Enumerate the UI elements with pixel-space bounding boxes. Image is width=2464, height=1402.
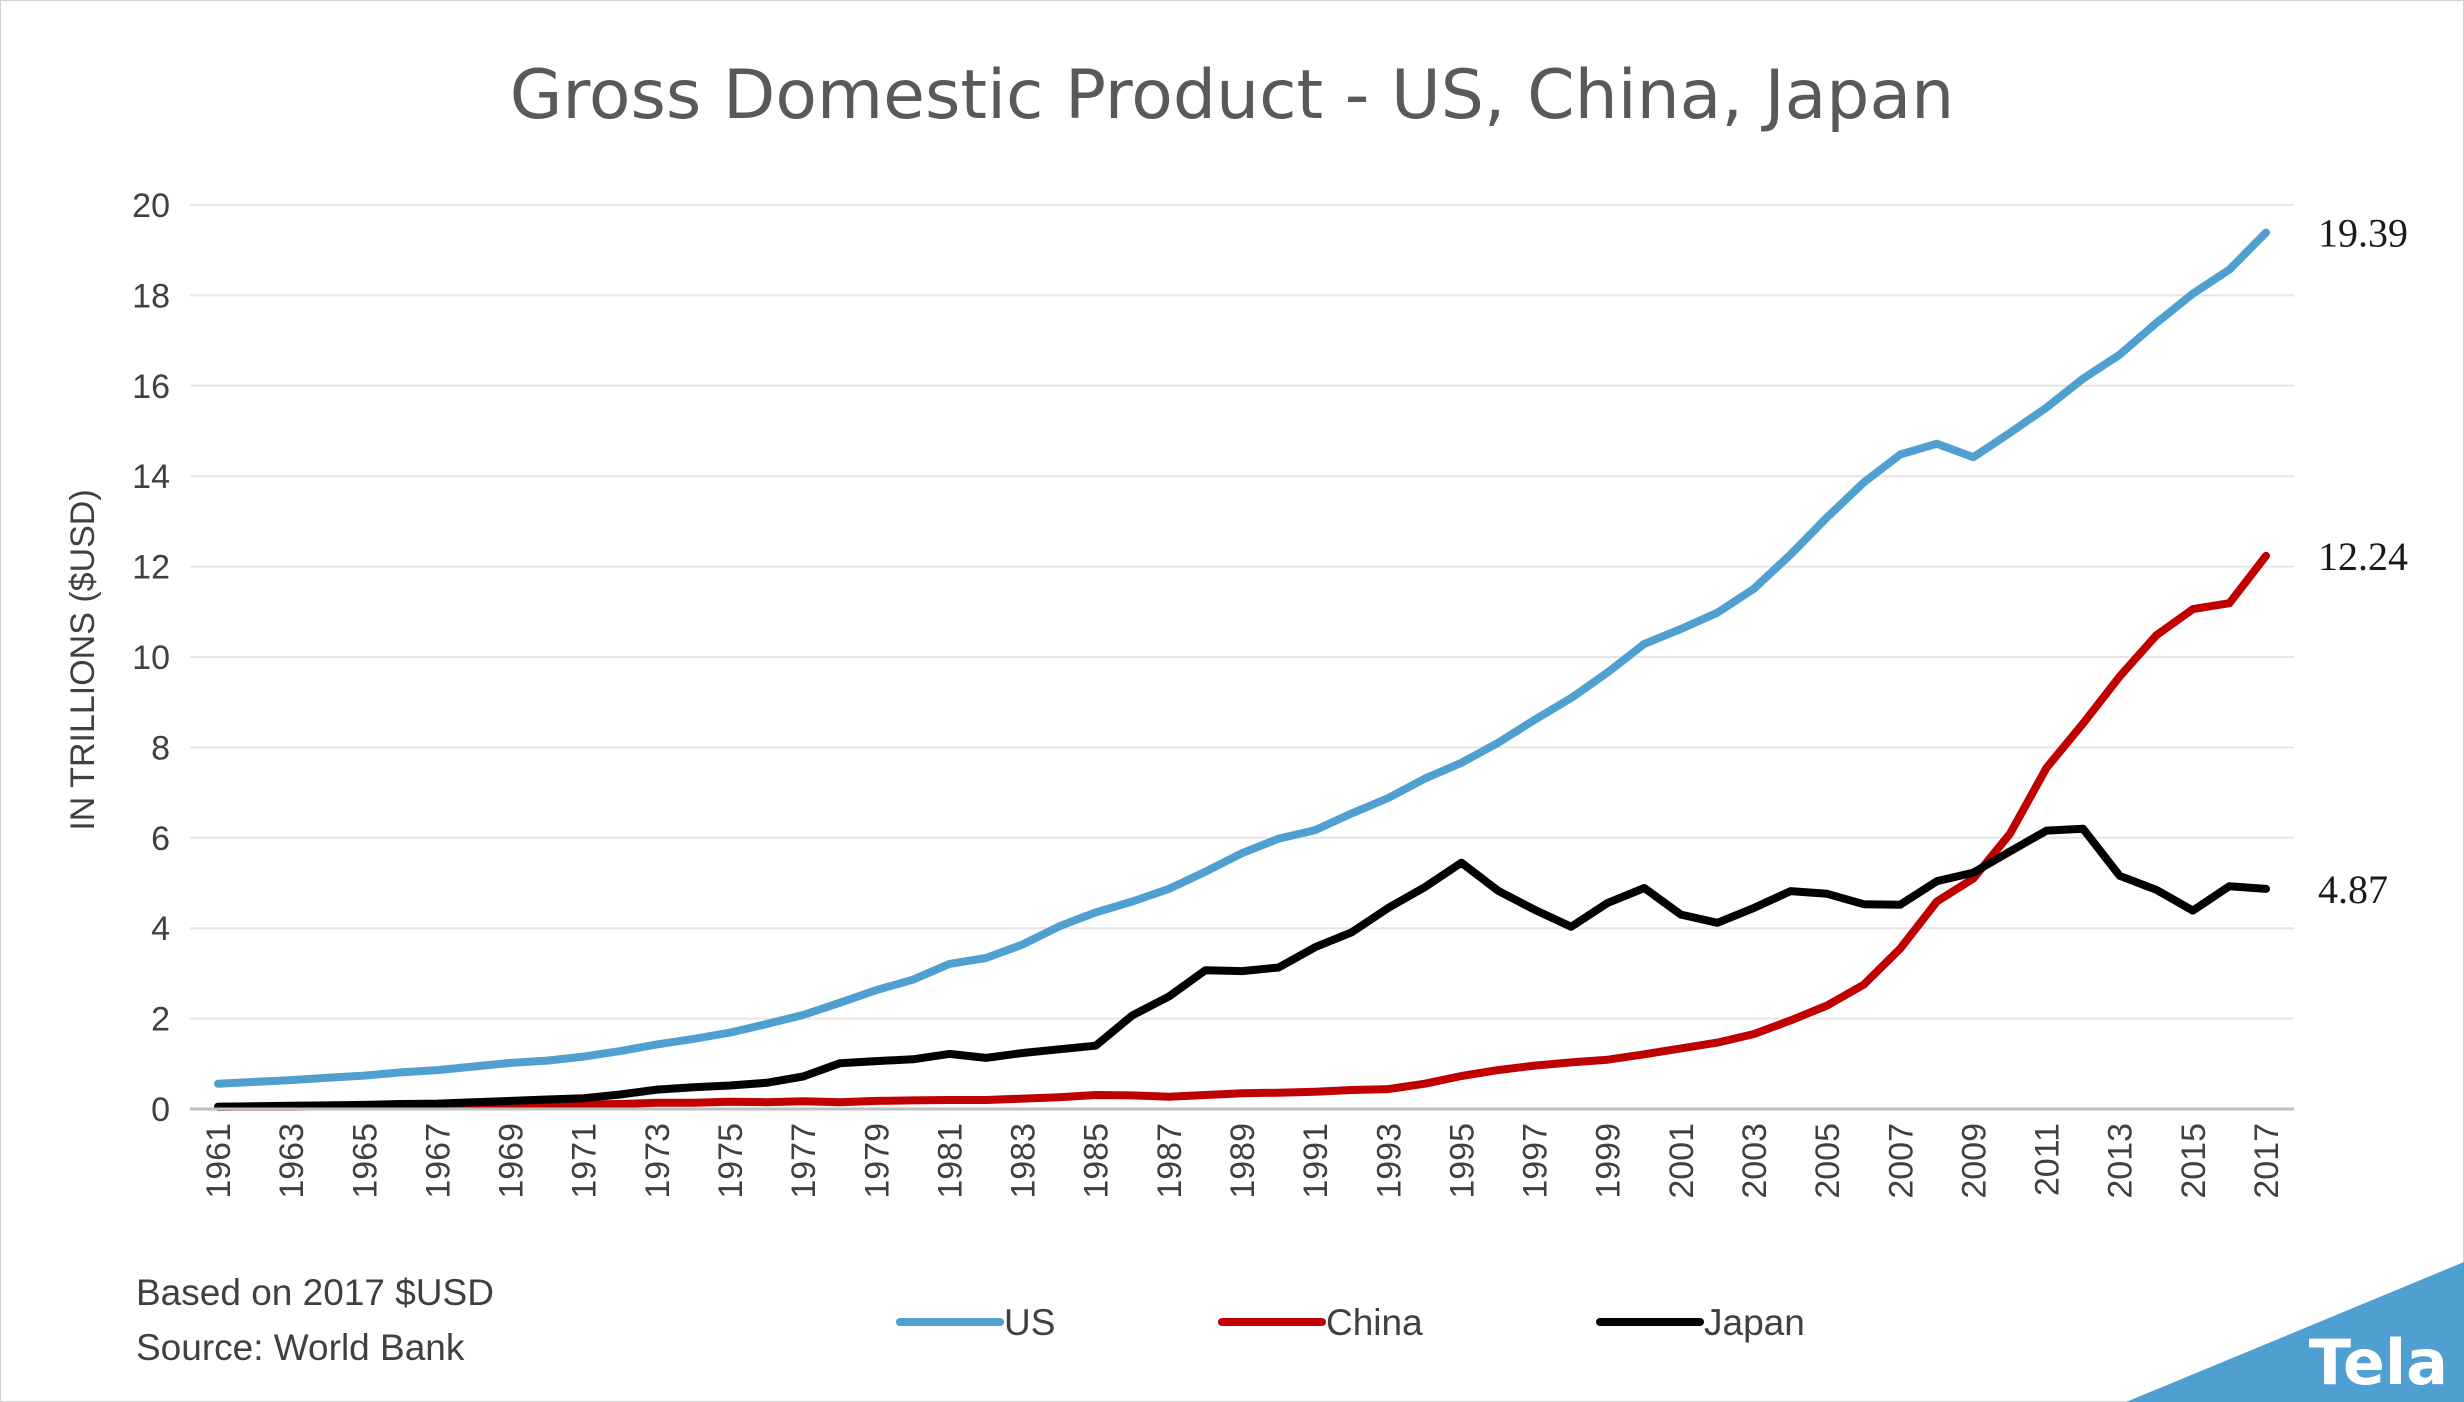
x-tick-label: 1999 — [1590, 1123, 1628, 1199]
x-tick-label: 1971 — [566, 1123, 604, 1199]
x-tick-label: 2009 — [1955, 1123, 1993, 1199]
x-tick-label: 1997 — [1517, 1123, 1555, 1199]
legend-label-japan: Japan — [1704, 1302, 1805, 1343]
y-tick-label: 4 — [151, 910, 170, 948]
y-tick-label: 10 — [132, 639, 170, 677]
series-line-china — [214, 551, 2270, 1111]
y-tick-label: 14 — [132, 458, 170, 496]
x-axis-ticks: 1961 1963 1965 1967 1969 1971 1973 1975 1977 1979… — [200, 1123, 2286, 1199]
legend-label-us: US — [1004, 1302, 1055, 1343]
x-tick-label: 1963 — [273, 1123, 311, 1199]
end-value-labels: 19.39 12.24 4.87 — [2318, 211, 2408, 912]
x-tick-label: 2003 — [1736, 1123, 1774, 1199]
end-label-china: 12.24 — [2318, 534, 2408, 579]
y-tick-label: 0 — [151, 1091, 170, 1129]
x-tick-label: 1989 — [1224, 1123, 1262, 1199]
x-tick-label: 2005 — [1809, 1123, 1847, 1199]
x-tick-label: 2013 — [2102, 1123, 2140, 1199]
y-tick-label: 6 — [151, 820, 170, 858]
x-tick-label: 1991 — [1297, 1123, 1335, 1199]
end-label-us: 19.39 — [2318, 211, 2408, 256]
legend-label-china: China — [1326, 1302, 1423, 1343]
y-tick-label: 2 — [151, 1001, 170, 1039]
y-tick-label: 8 — [151, 729, 170, 767]
x-tick-label: 1981 — [931, 1123, 969, 1199]
tela-logo-triangle — [2126, 1262, 2464, 1402]
y-tick-label: 20 — [132, 187, 170, 225]
x-tick-label: 1973 — [639, 1123, 677, 1199]
x-tick-label: 1967 — [419, 1123, 457, 1199]
y-tick-label: 18 — [132, 277, 170, 315]
y-axis-label: IN TRILLIONS ($USD) — [64, 489, 102, 830]
tela-logo-text: Tela — [2309, 1326, 2448, 1399]
x-tick-label: 1985 — [1078, 1123, 1116, 1199]
x-tick-label: 1969 — [493, 1123, 531, 1199]
y-tick-label: 16 — [132, 368, 170, 406]
series-line-us — [214, 228, 2270, 1088]
x-tick-label: 1975 — [712, 1123, 750, 1199]
x-tick-label: 2017 — [2248, 1123, 2286, 1199]
x-tick-label: 2001 — [1663, 1123, 1701, 1199]
x-tick-label: 1977 — [785, 1123, 823, 1199]
legend: US China Japan — [896, 1302, 1805, 1343]
x-tick-label: 1993 — [1370, 1123, 1408, 1199]
x-tick-label: 1983 — [1005, 1123, 1043, 1199]
note-basis: Based on 2017 $USD — [136, 1272, 494, 1313]
x-tick-label: 1995 — [1443, 1123, 1481, 1199]
x-tick-label: 1961 — [200, 1123, 238, 1199]
y-axis-ticks: 0 2 4 6 8 10 12 14 16 18 20 — [132, 187, 170, 1129]
chart-title: Gross Domestic Product - US, China, Japa… — [510, 56, 1955, 135]
gridlines — [190, 204, 2294, 1020]
y-tick-label: 12 — [132, 549, 170, 587]
x-tick-label: 2007 — [1882, 1123, 1920, 1199]
series-line-japan — [214, 824, 2270, 1111]
x-tick-label: 1979 — [858, 1123, 896, 1199]
x-tick-label: 2011 — [2029, 1123, 2067, 1196]
x-tick-label: 1987 — [1151, 1123, 1189, 1199]
x-tick-label: 2015 — [2175, 1123, 2213, 1199]
x-tick-label: 1965 — [346, 1123, 384, 1199]
note-source: Source: World Bank — [136, 1327, 465, 1368]
series-lines — [214, 228, 2270, 1111]
end-label-japan: 4.87 — [2318, 867, 2388, 912]
